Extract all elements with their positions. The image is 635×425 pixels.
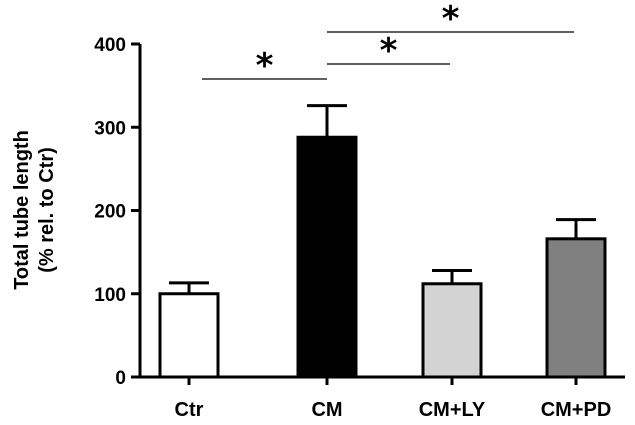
y-tick-label-100: 100: [94, 285, 126, 306]
y-tick-label-400: 400: [94, 35, 126, 56]
bars: [158, 135, 607, 379]
significance-star-1: *: [256, 46, 274, 86]
y-axis-title: Total tube length (% rel. to Ctr): [11, 130, 58, 290]
x-tick-label-cm-ly: CM+LY: [419, 399, 486, 421]
bar-ctr: [158, 292, 220, 379]
x-tick-label-cm: CM: [311, 399, 342, 421]
bar-cm-ly: [421, 282, 483, 379]
y-tick-label-200: 200: [94, 202, 126, 223]
x-tick-label-cm-pd: CM+PD: [541, 399, 612, 421]
significance-star-2: *: [380, 31, 398, 71]
bar-cm: [296, 135, 358, 379]
x-axis: Ctr CM CM+LY CM+PD: [138, 375, 625, 421]
error-bars: [169, 104, 596, 294]
x-tick-label-ctr: Ctr: [175, 399, 204, 421]
y-axis: 0 100 200 300 400: [94, 35, 142, 389]
significance-annotations: * * *: [202, 0, 574, 86]
y-tick-label-300: 300: [94, 118, 126, 139]
y-tick-label-0: 0: [115, 368, 126, 389]
y-axis-title-line1: Total tube length: [11, 130, 33, 290]
y-axis-title-line2: (% rel. to Ctr): [36, 147, 58, 273]
significance-star-3: *: [442, 0, 460, 39]
bar-cm-pd: [545, 237, 607, 379]
